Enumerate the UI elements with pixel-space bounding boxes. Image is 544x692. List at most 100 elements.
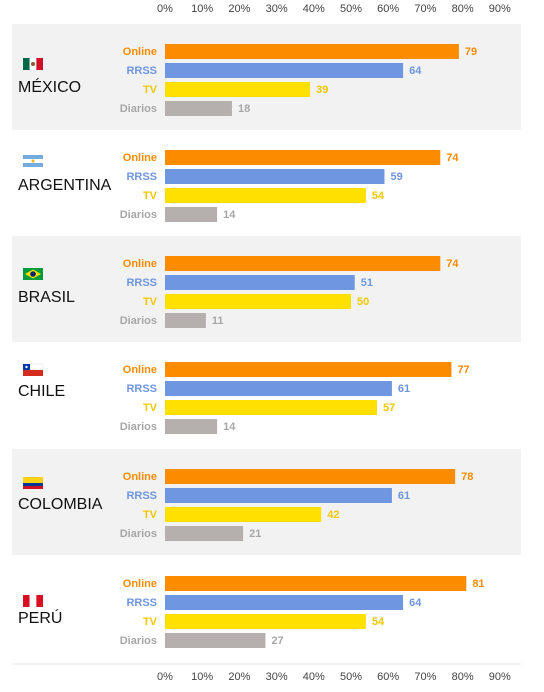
value-label: 14 [223,421,236,433]
category-label: Online [123,46,157,58]
value-label: 39 [316,84,328,96]
country-label: COLOMBIA [18,496,103,513]
top-tick-label: 50% [340,3,362,15]
bar-online [165,469,456,484]
value-label: 78 [461,471,473,483]
bar-online [165,576,467,591]
category-label: TV [143,190,158,202]
category-label: RRSS [126,597,157,609]
category-label: TV [143,402,158,414]
bar-tv [165,294,351,309]
bar-rrss [165,275,355,290]
top-tick-label: 20% [228,3,250,15]
bottom-tick-label: 10% [191,671,213,683]
value-label: 77 [457,364,469,376]
category-label: Diarios [120,528,157,540]
country-label: CHILE [18,383,65,400]
colombia-flag-icon [23,477,43,489]
bar-online [165,150,441,165]
bar-online [165,44,459,59]
bar-rrss [165,381,392,396]
top-tick-label: 80% [452,3,474,15]
country-label: ARGENTINA [18,177,112,194]
category-label: RRSS [126,65,157,77]
brazil-flag-icon [23,268,43,280]
bottom-tick-label: 80% [452,671,474,683]
category-label: Diarios [120,209,157,221]
bar-diarios [165,633,266,648]
bar-diarios [165,101,232,116]
value-label: 64 [409,65,422,77]
country-group: COLOMBIA Online 78 RRSS 61 TV 42 Diarios 21 [18,469,473,541]
peru-flag-icon [23,595,43,607]
bar-tv [165,614,366,629]
category-label: RRSS [126,383,157,395]
bar-tv [165,188,366,203]
bar-rrss [165,169,385,184]
bar-online [165,256,441,271]
value-label: 57 [383,402,395,414]
value-label: 79 [465,46,477,58]
country-label: BRASIL [18,289,75,306]
value-label: 64 [409,597,422,609]
category-label: Diarios [120,635,157,647]
value-label: 54 [372,190,385,202]
top-tick-label: 60% [377,3,399,15]
category-label: RRSS [126,171,157,183]
bar-diarios [165,207,218,222]
value-label: 51 [361,277,373,289]
bottom-tick-label: 0% [157,671,173,683]
value-label: 61 [398,383,410,395]
top-tick-label: 90% [489,3,511,15]
category-label: Online [123,258,157,270]
bottom-tick-label: 90% [489,671,511,683]
category-label: TV [143,296,158,308]
top-tick-label: 10% [191,3,213,15]
value-label: 42 [327,509,339,521]
country-label: MÉXICO [18,77,81,96]
bottom-tick-label: 50% [340,671,362,683]
value-label: 11 [212,315,224,327]
top-tick-label: 70% [414,3,436,15]
category-label: Online [123,578,157,590]
mexico-flag-icon [23,58,43,70]
argentina-flag-icon [23,155,43,167]
bottom-tick-label: 70% [414,671,436,683]
value-label: 21 [249,528,261,540]
value-label: 14 [223,209,236,221]
category-label: Diarios [120,315,157,327]
top-tick-label: 40% [303,3,325,15]
value-label: 18 [238,103,250,115]
bottom-tick-label: 40% [303,671,325,683]
category-label: TV [143,84,158,96]
bar-diarios [165,526,244,541]
value-label: 27 [271,635,283,647]
bar-diarios [165,313,206,328]
country-group: ARGENTINA Online 74 RRSS 59 TV 54 Diarios 14 [18,150,459,222]
bar-tv [165,82,311,97]
value-label: 61 [398,490,410,502]
value-label: 54 [372,616,385,628]
bar-rrss [165,63,404,78]
bar-diarios [165,419,218,434]
value-label: 74 [446,152,459,164]
value-label: 59 [390,171,402,183]
value-label: 74 [446,258,459,270]
category-label: TV [143,616,158,628]
top-tick-label: 30% [266,3,288,15]
country-group: BRASIL Online 74 RRSS 51 TV 50 Diarios 11 [18,256,459,328]
bar-rrss [165,595,404,610]
value-label: 81 [472,578,484,590]
bar-online [165,362,452,377]
bar-tv [165,507,322,522]
country-group: CHILE Online 77 RRSS 61 TV 57 Diarios 14 [18,362,470,434]
category-label: Online [123,364,157,376]
bottom-tick-label: 30% [266,671,288,683]
bottom-tick-label: 60% [377,671,399,683]
bar-tv [165,400,378,415]
category-label: RRSS [126,490,157,502]
top-tick-label: 0% [157,3,173,15]
category-label: TV [143,509,158,521]
category-label: Diarios [120,103,157,115]
